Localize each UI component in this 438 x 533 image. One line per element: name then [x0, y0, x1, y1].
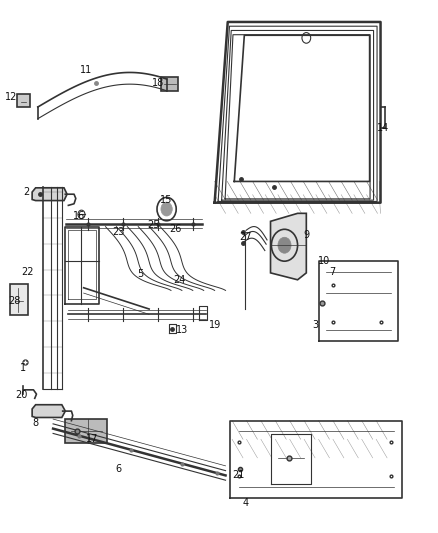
Text: 27: 27	[239, 232, 251, 243]
Text: 18: 18	[152, 78, 164, 88]
FancyBboxPatch shape	[11, 284, 28, 316]
Text: 13: 13	[176, 325, 188, 335]
Text: 11: 11	[80, 65, 92, 75]
Text: 10: 10	[318, 256, 330, 266]
Text: 8: 8	[32, 418, 39, 429]
Text: 12: 12	[5, 92, 18, 102]
Polygon shape	[32, 405, 65, 417]
Text: 22: 22	[21, 267, 34, 277]
Text: 5: 5	[137, 270, 144, 279]
Text: 23: 23	[113, 227, 125, 237]
Text: 24: 24	[173, 275, 186, 285]
FancyBboxPatch shape	[65, 419, 107, 443]
Text: 28: 28	[8, 296, 21, 306]
Text: 26: 26	[169, 224, 181, 235]
Circle shape	[278, 237, 291, 253]
Text: 1: 1	[19, 362, 25, 373]
Polygon shape	[271, 213, 306, 280]
Text: 6: 6	[116, 464, 122, 473]
Text: 16: 16	[73, 211, 85, 221]
Text: 21: 21	[233, 470, 245, 480]
Text: 15: 15	[160, 195, 173, 205]
Text: 7: 7	[329, 267, 336, 277]
Text: 14: 14	[377, 123, 389, 133]
FancyBboxPatch shape	[17, 94, 30, 107]
Text: 3: 3	[312, 320, 318, 330]
Text: 19: 19	[208, 320, 221, 330]
Polygon shape	[32, 188, 67, 200]
Circle shape	[161, 202, 172, 216]
Text: 25: 25	[147, 220, 160, 230]
Text: 9: 9	[303, 230, 309, 240]
Text: 2: 2	[23, 187, 29, 197]
Text: 4: 4	[242, 498, 248, 508]
Text: 17: 17	[86, 434, 99, 445]
Text: 20: 20	[15, 390, 28, 400]
FancyBboxPatch shape	[161, 77, 178, 91]
